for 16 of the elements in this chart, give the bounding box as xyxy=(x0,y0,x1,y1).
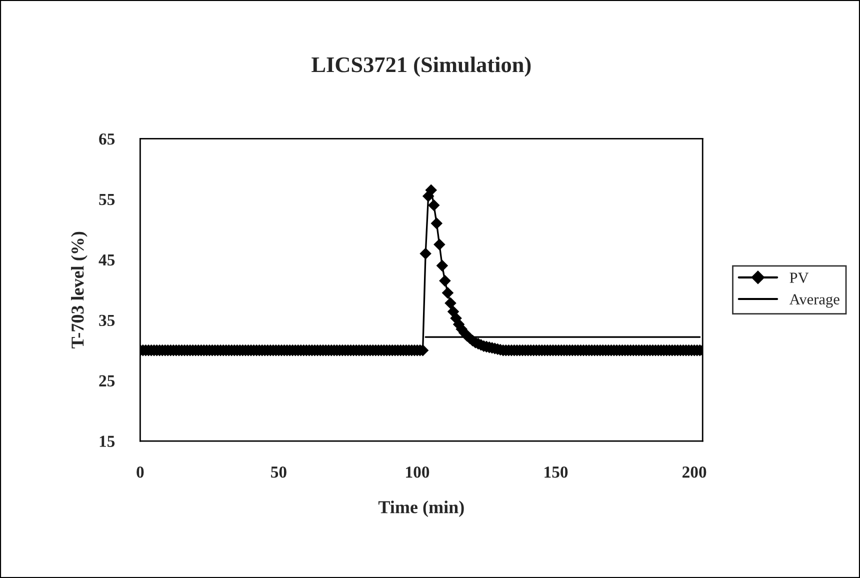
y-tick-label: 65 xyxy=(99,133,115,145)
chart-title: LICS3721 (Simulation) xyxy=(312,56,531,77)
y-tick-label: 55 xyxy=(99,194,115,206)
x-tick-label: 0 xyxy=(136,466,144,478)
y-tick-label: 15 xyxy=(100,436,115,447)
x-tick-label: 150 xyxy=(544,466,568,478)
y-tick-label: 25 xyxy=(99,375,115,386)
legend-label: Average xyxy=(789,294,840,308)
y-tick-label: 35 xyxy=(99,314,115,326)
x-axis-title: Time (min) xyxy=(378,500,464,517)
x-tick-label: 200 xyxy=(682,466,706,478)
y-tick-label: 45 xyxy=(98,254,115,266)
x-tick-label: 100 xyxy=(406,466,430,478)
x-tick-label: 50 xyxy=(271,466,286,478)
legend-label: PV xyxy=(790,272,809,284)
y-axis-title: T-703 level (%) xyxy=(71,232,88,348)
